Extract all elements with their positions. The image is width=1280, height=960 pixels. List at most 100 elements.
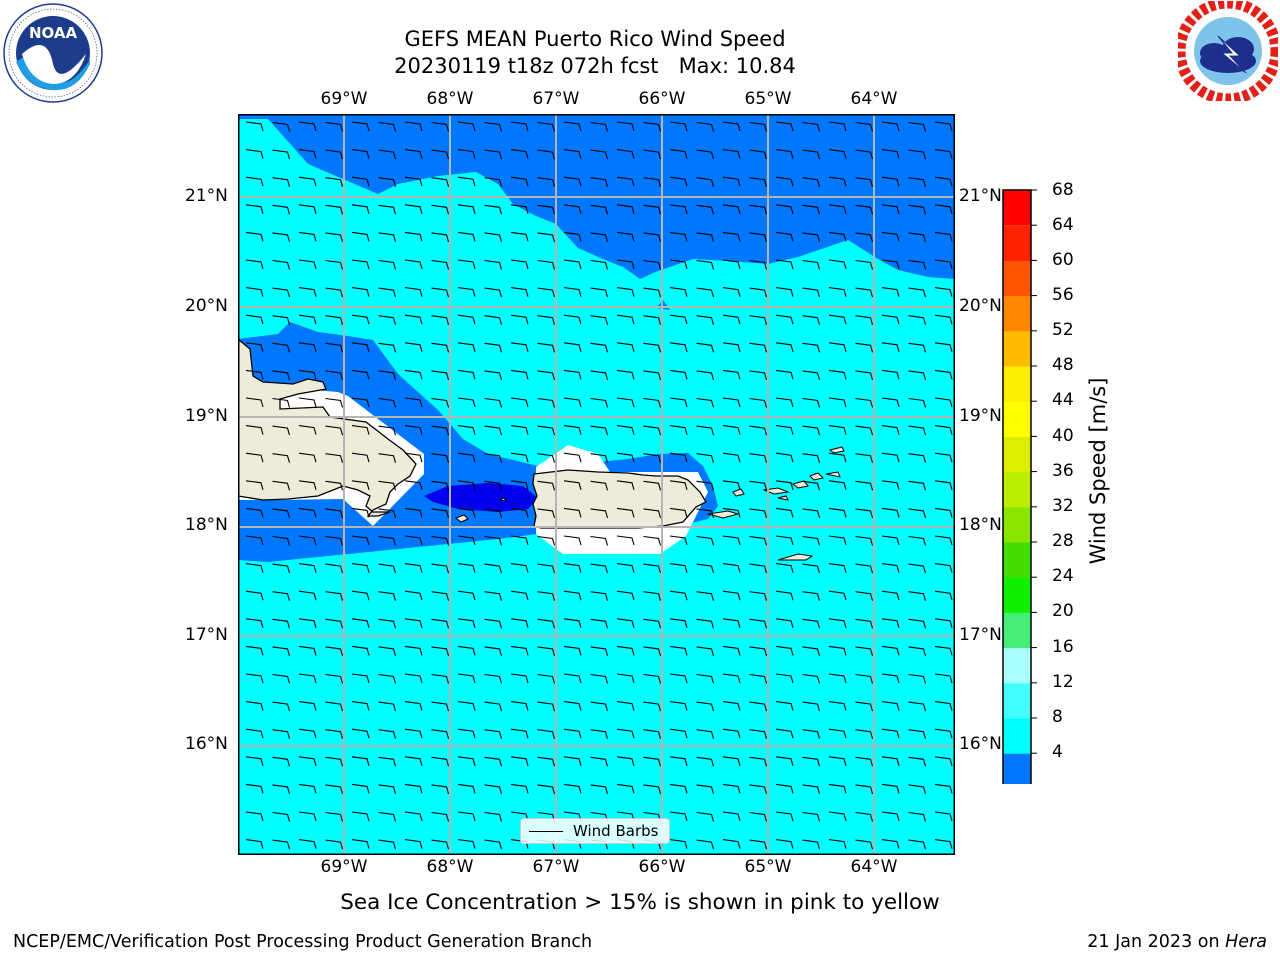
wind-barb <box>802 480 821 491</box>
colorbar-label-40: 40 <box>1052 426 1074 446</box>
wind-barb <box>696 425 715 436</box>
footer-date: 21 Jan 2023 on Hera <box>1087 932 1267 952</box>
wind-barb <box>616 645 635 656</box>
wind-barb <box>404 590 423 601</box>
wind-barb <box>378 701 397 712</box>
wind-barb <box>351 231 370 242</box>
wind-barb <box>563 121 582 132</box>
wind-barb <box>404 121 423 132</box>
wind-barb <box>828 204 847 214</box>
wind-barb <box>351 176 370 187</box>
wind-barb <box>510 287 529 297</box>
wind-barb <box>484 508 503 519</box>
wind-barb <box>802 839 821 850</box>
wind-barb <box>669 204 688 214</box>
wind-barb <box>245 618 264 628</box>
wind-barb <box>245 673 264 684</box>
wind-barb <box>881 287 900 297</box>
wind-barb <box>908 453 927 463</box>
wind-barb <box>325 149 344 160</box>
wind-barb <box>298 563 317 573</box>
wind-barb <box>510 480 529 490</box>
wind-barb <box>325 232 344 243</box>
wind-barb <box>563 204 582 214</box>
wind-barb <box>881 673 900 684</box>
wind-barb <box>431 618 450 629</box>
gridlines <box>238 114 955 855</box>
wind-barb <box>245 121 264 132</box>
wind-barb <box>908 177 927 187</box>
wind-barb <box>934 618 953 628</box>
wind-barb <box>696 673 715 684</box>
wind-barb <box>590 563 609 574</box>
wind-barb <box>563 314 582 325</box>
wind-barb <box>749 370 768 381</box>
wind-barb <box>643 701 662 712</box>
wind-barb <box>563 176 582 187</box>
wind-barb <box>272 563 291 574</box>
lat-label-left-18: 18°N <box>185 515 228 535</box>
lat-label-right-16: 16°N <box>959 734 1002 754</box>
wind-barb <box>510 618 529 628</box>
wind-barb <box>828 314 847 325</box>
wind-barb <box>590 701 609 712</box>
wind-barb <box>378 839 397 850</box>
wind-barb <box>537 177 556 187</box>
wind-barb <box>298 673 317 684</box>
wind-barb <box>722 259 741 270</box>
wind-barb <box>510 204 529 214</box>
wind-barb <box>802 811 821 822</box>
wind-barb <box>696 535 715 546</box>
wind-barb <box>351 563 370 573</box>
wind-barb <box>431 839 450 850</box>
wind-barb <box>404 452 423 463</box>
wind-barb <box>696 756 715 767</box>
wind-barb <box>722 535 741 546</box>
wind-barb <box>722 756 741 766</box>
wind-barb <box>378 729 397 739</box>
wind-barb <box>934 645 953 656</box>
wind-barb <box>908 839 927 850</box>
wind-barb <box>828 425 847 435</box>
wind-barb <box>802 397 821 408</box>
wind-barb <box>908 591 927 601</box>
wind-barb <box>828 231 847 242</box>
wind-barb <box>245 839 264 849</box>
wind-barb <box>272 149 291 160</box>
wind-barb <box>908 811 927 822</box>
wind-barb <box>378 673 397 684</box>
sea-ice-note: Sea Ice Concentration > 15% is shown in … <box>340 890 940 915</box>
wind-barb <box>245 176 264 187</box>
wind-barb <box>378 756 397 767</box>
legend-line-swatch <box>529 831 563 832</box>
wind-barb <box>908 425 927 436</box>
colorbar-segment <box>1003 190 1031 226</box>
wind-barb <box>378 397 397 408</box>
wind-barb <box>298 204 317 214</box>
wind-barb <box>669 839 688 849</box>
wind-barb <box>378 177 397 187</box>
wind-barb <box>404 369 423 380</box>
wind-barb <box>669 231 688 242</box>
wind-barb <box>431 259 450 270</box>
wind-barb <box>749 149 768 160</box>
wind-barb <box>537 480 556 491</box>
wind-barb <box>378 259 397 270</box>
wind-barb <box>298 701 317 711</box>
wind-barb <box>855 121 874 132</box>
wind-barb <box>325 204 344 215</box>
wind-barb <box>934 673 953 684</box>
wind-barb <box>590 315 609 325</box>
wind-barb <box>669 342 688 352</box>
wind-barb <box>351 701 370 711</box>
wind-barb <box>908 204 927 215</box>
wind-barb <box>510 342 529 352</box>
wind-barb <box>775 287 794 297</box>
wind-barb <box>775 811 794 822</box>
wind-barb <box>616 287 635 297</box>
wind-barb <box>325 618 344 629</box>
wind-barb <box>404 287 423 297</box>
wind-barb <box>696 204 715 215</box>
wind-barb <box>378 370 397 381</box>
wind-barb <box>616 314 635 325</box>
